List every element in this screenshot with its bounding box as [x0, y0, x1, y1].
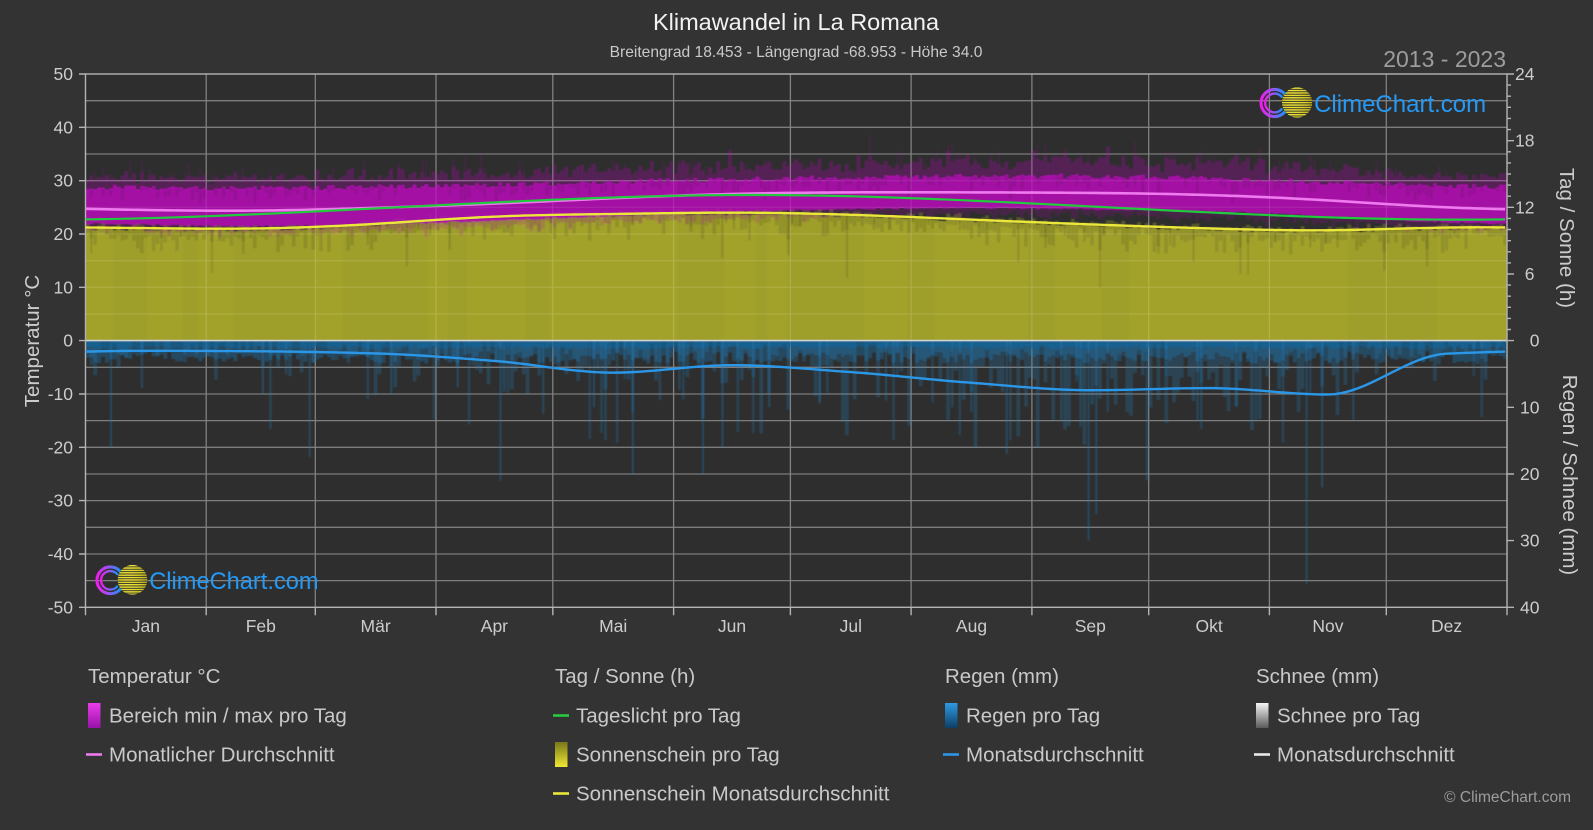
- svg-text:10: 10: [54, 277, 74, 297]
- svg-text:Aug: Aug: [956, 616, 987, 636]
- svg-text:0: 0: [63, 331, 73, 351]
- svg-text:12: 12: [1515, 197, 1534, 217]
- svg-text:Mai: Mai: [599, 616, 627, 636]
- svg-text:Monatsdurchschnitt: Monatsdurchschnitt: [1277, 744, 1455, 767]
- svg-text:Apr: Apr: [481, 616, 508, 636]
- svg-text:Tageslicht pro Tag: Tageslicht pro Tag: [576, 705, 741, 728]
- svg-text:6: 6: [1525, 264, 1535, 284]
- svg-text:20: 20: [54, 224, 74, 244]
- svg-text:Monatsdurchschnitt: Monatsdurchschnitt: [966, 744, 1144, 767]
- svg-text:Mär: Mär: [361, 616, 391, 636]
- svg-text:Tag / Sonne (h): Tag / Sonne (h): [555, 665, 695, 688]
- svg-text:Jul: Jul: [840, 616, 862, 636]
- svg-text:30: 30: [54, 171, 74, 191]
- svg-text:40: 40: [54, 117, 74, 137]
- svg-text:50: 50: [54, 64, 74, 84]
- svg-text:Jan: Jan: [132, 616, 160, 636]
- svg-text:20: 20: [1520, 464, 1540, 484]
- svg-text:Regen pro Tag: Regen pro Tag: [966, 705, 1100, 728]
- svg-text:Sonnenschein pro Tag: Sonnenschein pro Tag: [576, 744, 780, 767]
- svg-text:0: 0: [1530, 331, 1540, 351]
- svg-text:© ClimeChart.com: © ClimeChart.com: [1444, 789, 1571, 806]
- svg-text:Jun: Jun: [718, 616, 746, 636]
- svg-text:Temperatur °C: Temperatur °C: [88, 665, 221, 688]
- svg-text:Regen (mm): Regen (mm): [945, 665, 1059, 688]
- svg-text:Schnee pro Tag: Schnee pro Tag: [1277, 705, 1420, 728]
- svg-text:Temperatur °C: Temperatur °C: [21, 275, 44, 408]
- svg-text:-30: -30: [48, 491, 74, 511]
- svg-text:10: 10: [1520, 397, 1540, 417]
- svg-text:Tag / Sonne (h): Tag / Sonne (h): [1555, 168, 1578, 308]
- svg-text:30: 30: [1520, 531, 1540, 551]
- svg-text:18: 18: [1515, 131, 1534, 151]
- svg-text:-10: -10: [48, 384, 74, 404]
- svg-text:Sep: Sep: [1075, 616, 1106, 636]
- svg-text:Schnee (mm): Schnee (mm): [1256, 665, 1379, 688]
- svg-text:Monatlicher Durchschnitt: Monatlicher Durchschnitt: [109, 744, 335, 767]
- svg-text:24: 24: [1515, 64, 1535, 84]
- svg-text:40: 40: [1520, 597, 1540, 617]
- svg-text:Dez: Dez: [1431, 616, 1462, 636]
- svg-text:Breitengrad 18.453 - Längengra: Breitengrad 18.453 - Längengrad -68.953 …: [610, 44, 983, 61]
- svg-text:Klimawandel in La Romana: Klimawandel in La Romana: [653, 9, 940, 35]
- svg-text:Nov: Nov: [1312, 616, 1343, 636]
- svg-text:Sonnenschein Monatsdurchschnit: Sonnenschein Monatsdurchschnitt: [576, 783, 890, 806]
- svg-text:ClimeChart.com: ClimeChart.com: [149, 569, 318, 595]
- svg-text:ClimeChart.com: ClimeChart.com: [1314, 91, 1486, 118]
- svg-text:Feb: Feb: [246, 616, 276, 636]
- svg-text:Bereich min / max pro Tag: Bereich min / max pro Tag: [109, 705, 347, 728]
- svg-text:-50: -50: [48, 597, 74, 617]
- svg-text:Regen / Schnee (mm): Regen / Schnee (mm): [1558, 375, 1581, 576]
- svg-text:-40: -40: [48, 544, 74, 564]
- svg-text:Okt: Okt: [1195, 616, 1222, 636]
- svg-text:2013 - 2023: 2013 - 2023: [1383, 46, 1506, 72]
- svg-text:-20: -20: [48, 437, 74, 457]
